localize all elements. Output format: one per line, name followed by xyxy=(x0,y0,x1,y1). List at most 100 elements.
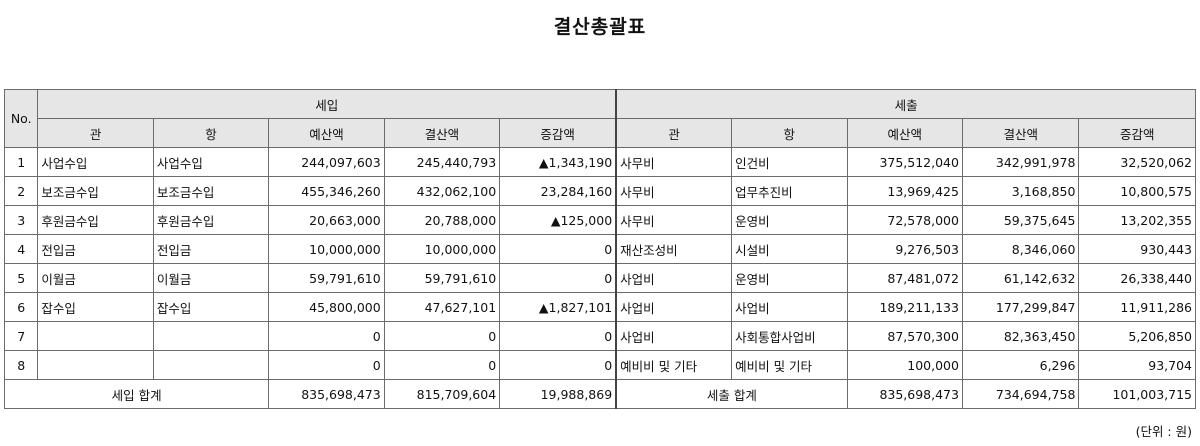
expense-budget-cell: 13,969,425 xyxy=(846,176,963,206)
income-hang-cell: 이월금 xyxy=(152,263,270,293)
unit-note: (단위 : 원) xyxy=(1135,424,1192,439)
row-no: 3 xyxy=(3,205,39,235)
expense-hang-cell: 운영비 xyxy=(731,205,848,235)
table-row: 1 사업수입 사업수입 244,097,603 245,440,793 ▲1,343,19… xyxy=(3,147,1196,177)
expense-hang-cell: 운영비 xyxy=(731,263,848,293)
settlement-summary-table: No. 세입 세출 관 항 예산액 결산액 증감액 관 항 예산액 결산액 증감… xyxy=(3,89,1197,409)
income-settled-cell: 0 xyxy=(383,350,501,380)
expense-hang-cell: 인건비 xyxy=(731,147,848,177)
income-hang-cell xyxy=(152,321,270,351)
table-row: 7 0 0 0 사업비 사회통합사업비 87,570,300 82,363,450 5,206,… xyxy=(3,321,1196,351)
income-hang-cell: 잡수입 xyxy=(152,292,270,322)
income-diff-cell: 0 xyxy=(499,263,617,293)
row-no: 5 xyxy=(3,263,39,293)
income-diff-cell: 0 xyxy=(499,321,617,351)
header-income-group: 세입 xyxy=(37,89,617,119)
income-total-diff: 19,988,869 xyxy=(499,379,617,409)
income-hang-cell xyxy=(152,350,270,380)
expense-total-diff: 101,003,715 xyxy=(1078,379,1196,409)
income-budget-cell: 0 xyxy=(268,350,385,380)
expense-budget-cell: 9,276,503 xyxy=(846,234,963,264)
expense-budget-cell: 87,481,072 xyxy=(846,263,963,293)
expense-settled-cell: 177,299,847 xyxy=(961,292,1080,322)
expense-gwan-cell: 사업비 xyxy=(615,292,733,322)
table-row: 2 보조금수입 보조금수입 455,346,260 432,062,100 23,284,… xyxy=(3,176,1196,206)
income-budget-cell: 10,000,000 xyxy=(268,234,385,264)
income-gwan-cell: 사업수입 xyxy=(37,147,154,177)
expense-gwan-cell: 사업비 xyxy=(615,321,733,351)
expense-diff-cell: 5,206,850 xyxy=(1078,321,1196,351)
expense-hang-cell: 사업비 xyxy=(731,292,848,322)
expense-gwan-cell: 사무비 xyxy=(615,205,733,235)
expense-gwan-cell: 사무비 xyxy=(615,147,733,177)
header-expense-budget: 예산액 xyxy=(846,118,963,148)
expense-hang-cell: 업무추진비 xyxy=(731,176,848,206)
income-diff-cell: 0 xyxy=(499,234,617,264)
expense-diff-cell: 10,800,575 xyxy=(1078,176,1196,206)
expense-gwan-cell: 예비비 및 기타 xyxy=(615,350,733,380)
income-diff-cell: 23,284,160 xyxy=(499,176,617,206)
income-hang-cell: 후원금수입 xyxy=(152,205,270,235)
income-diff-cell: ▲1,343,190 xyxy=(499,147,617,177)
header-income-diff: 증감액 xyxy=(499,118,617,148)
page-title: 결산총괄표 xyxy=(553,16,647,38)
expense-total-label: 세출 합계 xyxy=(615,379,848,409)
header-income-settled: 결산액 xyxy=(383,118,501,148)
expense-total-budget: 835,698,473 xyxy=(846,379,963,409)
expense-gwan-cell: 사업비 xyxy=(615,263,733,293)
row-no: 6 xyxy=(3,292,39,322)
expense-diff-cell: 32,520,062 xyxy=(1078,147,1196,177)
income-hang-cell: 전입금 xyxy=(152,234,270,264)
expense-diff-cell: 13,202,355 xyxy=(1078,205,1196,235)
income-settled-cell: 245,440,793 xyxy=(383,147,501,177)
table-row: 6 잡수입 잡수입 45,800,000 47,627,101 ▲1,827,101 사업비… xyxy=(3,292,1196,322)
table-row: 4 전입금 전입금 10,000,000 10,000,000 0 재산조성비 시설비 9,27… xyxy=(3,234,1196,264)
header-expense-gwan: 관 xyxy=(615,118,733,148)
table-row: 5 이월금 이월금 59,791,610 59,791,610 0 사업비 운영비 87,481… xyxy=(3,263,1196,293)
header-income-budget: 예산액 xyxy=(268,118,385,148)
row-no: 8 xyxy=(3,350,39,380)
expense-settled-cell: 3,168,850 xyxy=(961,176,1080,206)
expense-settled-cell: 59,375,645 xyxy=(961,205,1080,235)
income-hang-cell: 보조금수입 xyxy=(152,176,270,206)
income-total-label: 세입 합계 xyxy=(3,379,270,409)
income-diff-cell: ▲125,000 xyxy=(499,205,617,235)
header-income-hang: 항 xyxy=(152,118,270,148)
income-budget-cell: 20,663,000 xyxy=(268,205,385,235)
income-settled-cell: 10,000,000 xyxy=(383,234,501,264)
income-settled-cell: 432,062,100 xyxy=(383,176,501,206)
expense-budget-cell: 87,570,300 xyxy=(846,321,963,351)
totals-row: 세입 합계 835,698,473 815,709,604 19,988,869 세출 … xyxy=(3,379,1196,409)
expense-hang-cell: 예비비 및 기타 xyxy=(731,350,848,380)
expense-hang-cell: 시설비 xyxy=(731,234,848,264)
income-gwan-cell: 전입금 xyxy=(37,234,154,264)
income-settled-cell: 0 xyxy=(383,321,501,351)
row-no: 2 xyxy=(3,176,39,206)
header-expense-diff: 증감액 xyxy=(1078,118,1196,148)
header-row-columns: 관 항 예산액 결산액 증감액 관 항 예산액 결산액 증감액 xyxy=(5,118,1196,148)
expense-diff-cell: 93,704 xyxy=(1078,350,1196,380)
header-expense-group: 세출 xyxy=(615,89,1197,119)
income-total-settled: 815,709,604 xyxy=(383,379,501,409)
expense-settled-cell: 8,346,060 xyxy=(961,234,1080,264)
expense-settled-cell: 82,363,450 xyxy=(961,321,1080,351)
row-no: 4 xyxy=(3,234,39,264)
table-row: 8 0 0 0 예비비 및 기타 예비비 및 기타 100,000 6,296 93,704 xyxy=(3,350,1196,380)
row-no: 7 xyxy=(3,321,39,351)
income-budget-cell: 455,346,260 xyxy=(268,176,385,206)
income-total-budget: 835,698,473 xyxy=(268,379,385,409)
expense-diff-cell: 930,443 xyxy=(1078,234,1196,264)
income-gwan-cell: 보조금수입 xyxy=(37,176,154,206)
expense-settled-cell: 6,296 xyxy=(961,350,1080,380)
income-diff-cell: 0 xyxy=(499,350,617,380)
income-hang-cell: 사업수입 xyxy=(152,147,270,177)
income-gwan-cell: 후원금수입 xyxy=(37,205,154,235)
expense-settled-cell: 342,991,978 xyxy=(961,147,1080,177)
income-budget-cell: 59,791,610 xyxy=(268,263,385,293)
income-settled-cell: 20,788,000 xyxy=(383,205,501,235)
income-diff-cell: ▲1,827,101 xyxy=(499,292,617,322)
expense-gwan-cell: 사무비 xyxy=(615,176,733,206)
table-row: 3 후원금수입 후원금수입 20,663,000 20,788,000 ▲125,000 사… xyxy=(3,205,1196,235)
income-budget-cell: 45,800,000 xyxy=(268,292,385,322)
income-budget-cell: 0 xyxy=(268,321,385,351)
